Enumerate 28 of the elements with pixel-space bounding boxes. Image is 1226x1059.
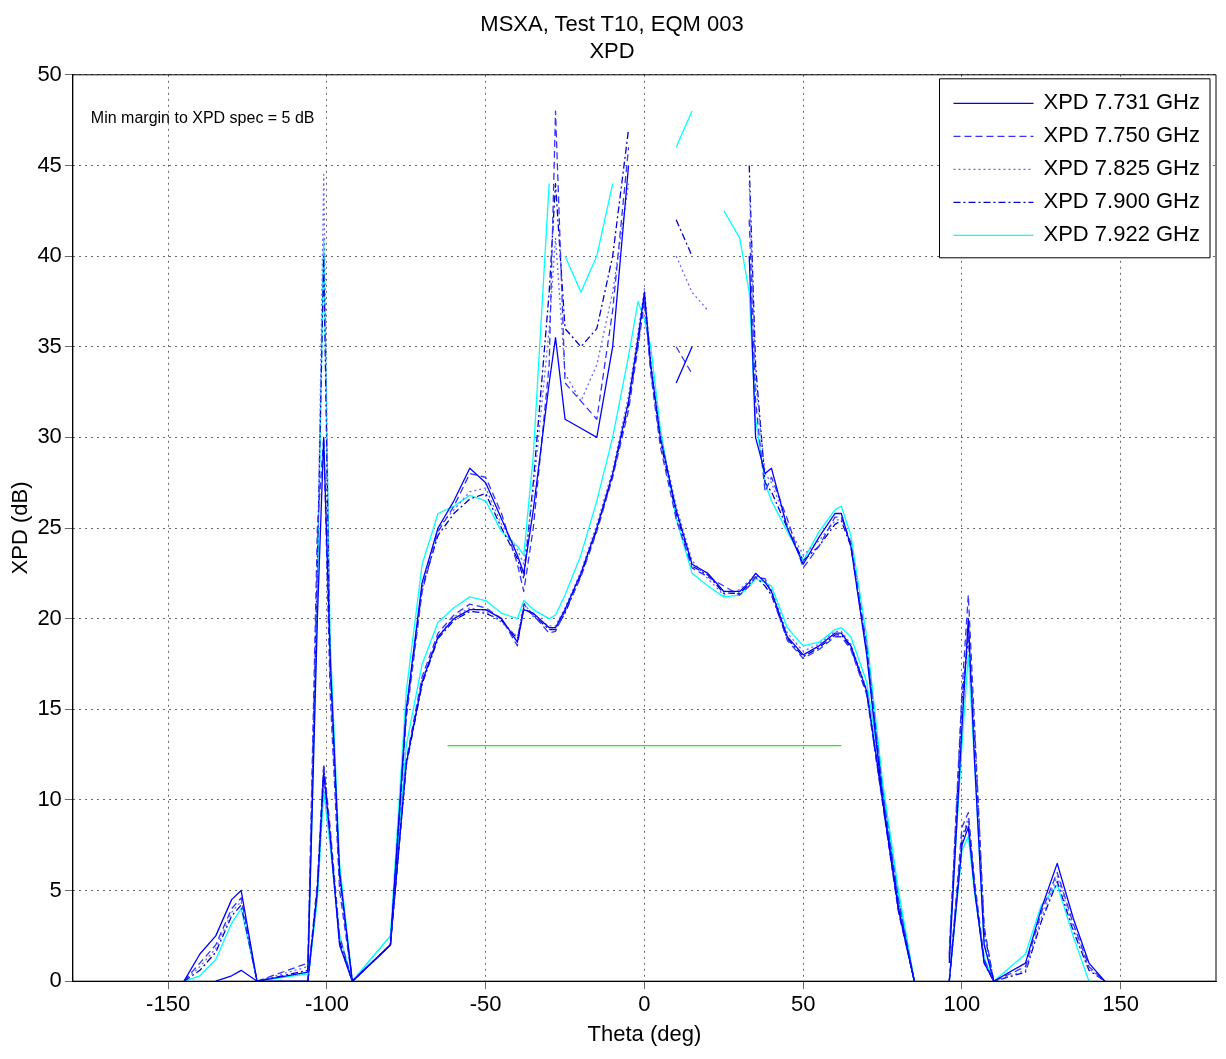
legend-label: XPD 7.900 GHz bbox=[1043, 188, 1200, 214]
x-tick-label: 50 bbox=[790, 991, 816, 1017]
legend-label: XPD 7.731 GHz bbox=[1043, 89, 1200, 115]
annotation: Min margin to XPD spec = 5 dB bbox=[90, 109, 315, 127]
y-tick-label: 50 bbox=[37, 60, 62, 86]
x-tick-label: -100 bbox=[304, 991, 349, 1017]
chart-subtitle: XPD bbox=[589, 37, 635, 63]
y-tick-label: 35 bbox=[37, 332, 62, 358]
x-tick-label: -150 bbox=[146, 991, 191, 1017]
y-axis-title: XPD (dB) bbox=[7, 481, 33, 575]
y-tick-label: 25 bbox=[37, 514, 62, 540]
y-tick-label: 40 bbox=[37, 242, 62, 268]
y-tick-label: 20 bbox=[37, 604, 62, 630]
x-tick-label: -50 bbox=[469, 991, 502, 1017]
x-tick-label: 150 bbox=[1102, 991, 1140, 1017]
y-tick-label: 5 bbox=[49, 876, 62, 902]
y-tick-label: 10 bbox=[37, 785, 62, 811]
x-tick-label: 0 bbox=[638, 991, 651, 1017]
chart-title: MSXA, Test T10, EQM 003 bbox=[480, 11, 744, 37]
legend-label: XPD 7.922 GHz bbox=[1043, 221, 1200, 247]
x-axis-title: Theta (deg) bbox=[587, 1020, 702, 1046]
legend-label: XPD 7.825 GHz bbox=[1043, 155, 1200, 181]
x-tick-label: 100 bbox=[943, 991, 981, 1017]
y-tick-label: 15 bbox=[37, 695, 62, 721]
y-tick-label: 30 bbox=[37, 423, 62, 449]
legend-label: XPD 7.750 GHz bbox=[1043, 122, 1200, 148]
y-tick-label: 0 bbox=[49, 967, 62, 993]
y-tick-label: 45 bbox=[37, 151, 62, 177]
